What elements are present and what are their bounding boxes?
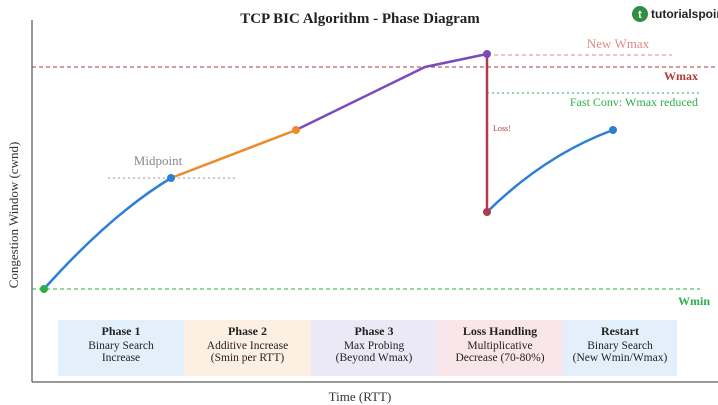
phase-line: Max Probing <box>344 340 405 352</box>
phase-line: (Beyond Wmax) <box>336 352 413 364</box>
phase-box <box>58 320 184 376</box>
logo: t tutorialspoint <box>632 6 718 22</box>
wmin-label: Wmin <box>678 294 710 308</box>
point <box>167 174 175 182</box>
phase-title: Loss Handling <box>463 324 537 338</box>
phase-line: Increase <box>102 352 140 364</box>
phase-title: Restart <box>601 324 639 338</box>
phase-line: Binary Search <box>587 340 653 352</box>
phase-box <box>563 320 677 376</box>
phase1-curve <box>43 176 172 290</box>
phase-box <box>184 320 311 376</box>
phase3-curve <box>295 52 488 132</box>
new-wmax-label: New Wmax <box>587 36 650 51</box>
point <box>292 126 300 134</box>
y-axis-label: Congestion Window (cwnd) <box>6 142 21 289</box>
wmax-label: Wmax <box>664 69 698 83</box>
point <box>40 285 48 293</box>
phase-title: Phase 1 <box>102 324 141 338</box>
phase-line: Multiplicative <box>467 340 532 352</box>
phase-line: Additive Increase <box>207 340 288 352</box>
logo-icon <box>632 6 648 22</box>
phase-box <box>437 320 563 376</box>
phase-line: (Smin per RTT) <box>211 352 285 364</box>
point <box>609 126 617 134</box>
phase2-curve <box>170 128 297 180</box>
phase-title: Phase 3 <box>355 324 394 338</box>
phase-title: Phase 2 <box>228 324 267 338</box>
phase-line: Decrease (70-80%) <box>455 352 544 364</box>
point <box>483 208 491 216</box>
loss-label: Loss! <box>493 124 511 133</box>
midpoint-label: Midpoint <box>134 153 183 168</box>
x-axis-label: Time (RTT) <box>329 389 392 404</box>
phase-box <box>311 320 437 376</box>
phase-line: (New Wmin/Wmax) <box>573 352 668 364</box>
logo-text: tutorialspoint <box>651 7 718 21</box>
phase-line: Binary Search <box>88 340 154 352</box>
fast-conv-label: Fast Conv: Wmax reduced <box>570 95 698 109</box>
point <box>483 50 491 58</box>
restart-curve <box>486 128 614 213</box>
title: TCP BIC Algorithm - Phase Diagram <box>240 11 480 27</box>
logo-letter: t <box>638 9 642 21</box>
